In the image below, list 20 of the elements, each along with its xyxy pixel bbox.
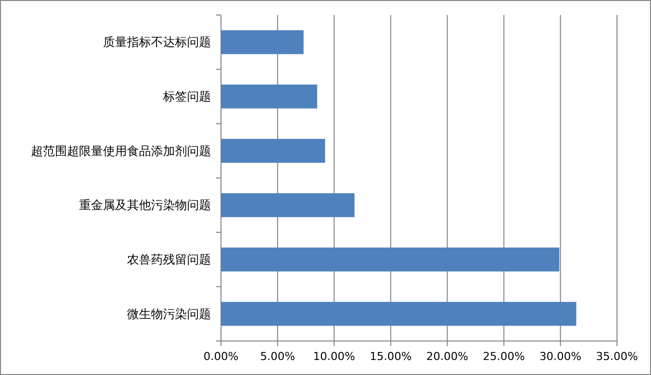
x-tick-label: 0.00% — [204, 350, 238, 363]
y-tick-label: 超范围超限量使用食品添加剂问题 — [31, 144, 211, 158]
bar — [221, 30, 304, 54]
x-tick-label: 25.00% — [482, 350, 525, 363]
y-tick-label: 标签问题 — [162, 90, 211, 104]
bar — [221, 84, 318, 108]
y-tick-label: 重金属及其他污染物问题 — [79, 198, 211, 212]
bar — [221, 302, 576, 326]
bar — [221, 138, 326, 163]
y-tick-label: 质量指标不达标问题 — [103, 35, 211, 50]
x-tick-label: 15.00% — [370, 350, 412, 363]
x-tick-label: 10.00% — [313, 350, 356, 363]
bar — [221, 193, 355, 218]
x-tick-label: 35.00% — [596, 350, 638, 363]
x-tick-label: 30.00% — [539, 350, 582, 363]
y-tick-label: 农兽药残留问题 — [127, 252, 211, 266]
x-tick-label: 5.00% — [260, 350, 296, 363]
bar — [221, 248, 560, 272]
y-tick-label: 微生物污染问题 — [127, 306, 211, 321]
x-tick-label: 20.00% — [426, 350, 468, 363]
